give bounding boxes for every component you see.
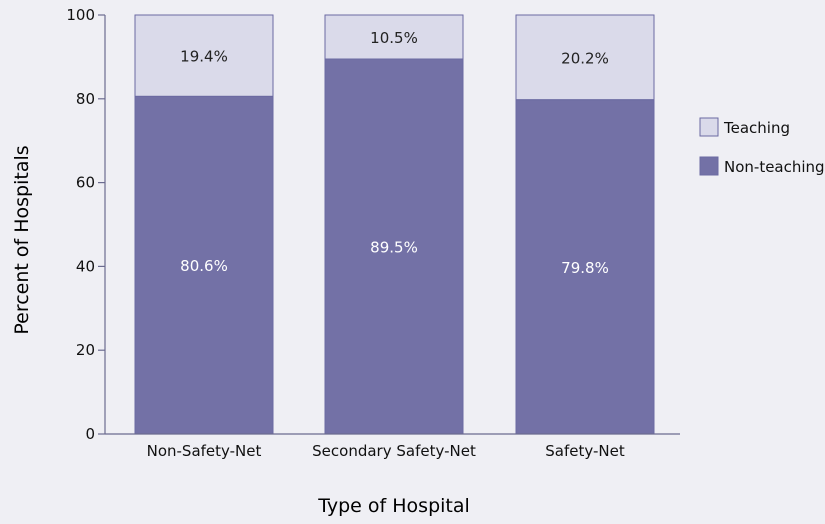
y-axis-label: Percent of Hospitals <box>11 145 33 334</box>
legend: Teaching Non-teaching <box>699 117 825 176</box>
y-tick-label-2: 40 <box>76 257 95 275</box>
bar-nonteaching-0 <box>134 95 274 435</box>
legend-label-nonteaching: Non-teaching <box>724 158 825 176</box>
bar-label-teaching-1: 10.5% <box>370 29 418 47</box>
bar-label-nonteaching-2: 79.8% <box>561 259 609 277</box>
y-tick-label-4: 80 <box>76 90 95 108</box>
legend-label-teaching: Teaching <box>723 119 790 137</box>
legend-swatch-teaching <box>699 117 719 137</box>
bar-label-nonteaching-0: 80.6% <box>180 257 228 275</box>
y-tick-label-0: 0 <box>85 425 95 443</box>
y-tick-label-3: 60 <box>76 174 95 192</box>
y-axis-ticks: 0 20 40 60 80 100 <box>66 6 105 443</box>
x-tick-label-1: Secondary Safety-Net <box>312 442 476 460</box>
bar-label-teaching-0: 19.4% <box>180 48 228 66</box>
y-tick-label-5: 100 <box>66 6 95 24</box>
bar-teaching-1 <box>324 14 464 60</box>
bar-teaching-2 <box>515 14 655 101</box>
x-axis-ticks: Non-Safety-Net Secondary Safety-Net Safety… <box>147 442 625 460</box>
bar-nonteaching-2 <box>515 99 655 435</box>
x-axis-label: Type of Hospital <box>317 495 470 517</box>
y-tick-label-1: 20 <box>76 341 95 359</box>
x-tick-label-0: Non-Safety-Net <box>147 442 262 460</box>
chart-marks: 80.6% 19.4% 89.5% 10.5% 79.8% 20.2% <box>134 14 655 435</box>
x-tick-label-2: Safety-Net <box>545 442 625 460</box>
bar-label-nonteaching-1: 89.5% <box>370 238 418 256</box>
bar-teaching-0 <box>134 14 274 97</box>
legend-swatch-nonteaching <box>699 156 719 176</box>
bar-label-teaching-2: 20.2% <box>561 49 609 67</box>
